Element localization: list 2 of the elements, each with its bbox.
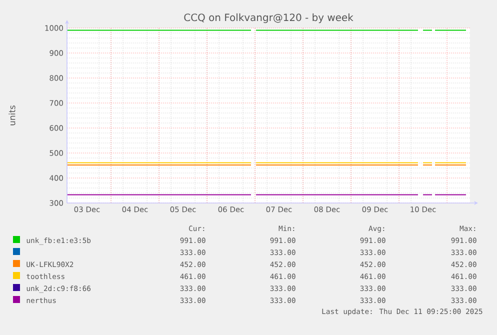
y-axis-title: units <box>8 106 16 126</box>
chart-title: CCQ on Folkvangr@120 - by week <box>184 13 354 24</box>
